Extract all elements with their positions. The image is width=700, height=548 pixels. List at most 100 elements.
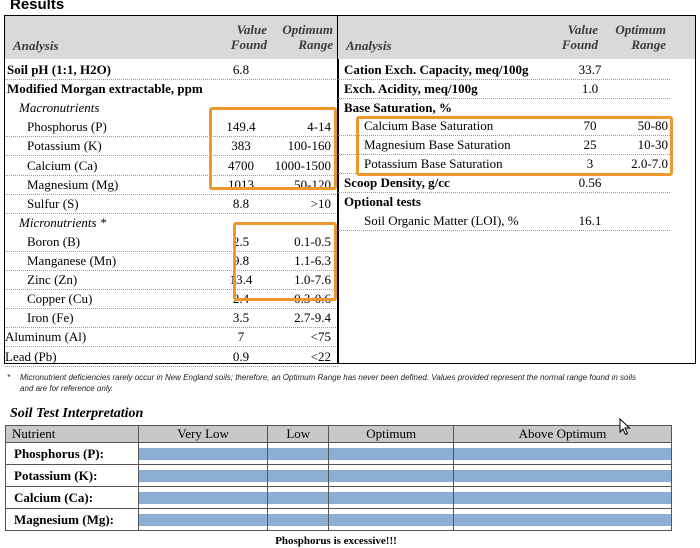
nutrient-label: Magnesium (Mg): (5, 508, 139, 531)
row-optimum-range: 2.7-9.4 (294, 310, 331, 326)
level-bar (329, 469, 454, 482)
left-row-micronutrients: Micronutrients * (5, 213, 338, 232)
row-label: Optional tests (344, 194, 421, 209)
left-row-manganese-mn: Manganese (Mn) 9.8 1.1-6.3 (5, 251, 338, 271)
row-optimum-range: 100-160 (287, 138, 331, 154)
level-bar (268, 513, 329, 526)
right-results-panel: Analysis Value Found Optimum Range Catio… (337, 15, 696, 364)
left-row-aluminum-al: Aluminum (Al) 7 <75 (5, 327, 338, 348)
level-cell (328, 442, 455, 465)
level-cell (267, 464, 330, 487)
row-optimum-range: 50-80 (637, 118, 668, 133)
results-title: Results (10, 0, 65, 13)
row-label: Calcium Base Saturation (364, 118, 494, 133)
level-cell (267, 508, 330, 531)
level-cell (328, 486, 455, 509)
right-row-magnesium-base-saturation: Magnesium Base Saturation 25 10-30 (338, 135, 670, 155)
left-row-calcium-ca: Calcium (Ca) 4700 1000-1500 (5, 156, 338, 176)
left-row-lead-pb: Lead (Pb) 0.9 <22 (5, 347, 338, 367)
level-bar (268, 447, 329, 460)
row-label: Copper (Cu) (27, 291, 93, 307)
right-row-exch-acidity-meq-100g: Exch. Acidity, meq/100g 1.0 (338, 79, 670, 99)
row-optimum-range: 10-30 (637, 137, 668, 152)
level-bar (454, 447, 671, 460)
row-label: Base Saturation, % (344, 100, 452, 115)
row-label: Exch. Acidity, meq/100g (344, 81, 478, 96)
col-nutrient: Nutrient (5, 425, 139, 443)
row-value: 8.8 (232, 195, 250, 211)
row-value: 383 (231, 138, 251, 154)
level-cell (137, 508, 269, 531)
col-optimum: Optimum (328, 425, 455, 443)
interpretation-row-magnesium-mg: Magnesium (Mg): (5, 508, 672, 531)
row-optimum-range: 0.1-0.5 (294, 233, 331, 249)
level-bar (139, 469, 268, 482)
level-bar (329, 513, 454, 526)
row-value: 1.0 (581, 81, 599, 96)
row-optimum-range: 1.0-7.6 (294, 272, 331, 288)
row-label: Magnesium (Mg) (27, 176, 119, 192)
row-value: 0.9 (232, 348, 250, 364)
row-value: 25 (583, 137, 597, 152)
macronutrient-highlight-box (209, 107, 337, 190)
col-low: Low (267, 425, 330, 443)
level-cell (137, 464, 269, 487)
level-cell (453, 508, 672, 531)
mouse-cursor-icon (619, 418, 631, 436)
interpretation-rows: Phosphorus (P): Potassium (K): Calcium (Ca… (5, 442, 672, 531)
level-bar (329, 491, 454, 504)
row-optimum-range: 4-14 (307, 119, 331, 135)
header-value-found: Value Found (230, 22, 267, 52)
nutrient-label: Phosphorus (P): (5, 442, 139, 465)
row-optimum-range: <22 (310, 348, 331, 364)
level-bar (139, 491, 268, 504)
level-cell (328, 464, 455, 487)
level-cell (453, 486, 672, 509)
row-value: 0.56 (578, 175, 602, 190)
header-optimum-range: Optimum Range (282, 22, 333, 52)
header-analysis: Analysis (346, 38, 392, 53)
row-value: 9.8 (232, 253, 250, 268)
row-optimum-range: 1.1-6.3 (294, 253, 331, 268)
row-value: 70 (583, 118, 597, 133)
level-cell (453, 464, 672, 487)
nutrient-label: Potassium (K): (5, 464, 139, 487)
row-optimum-range: <75 (310, 329, 331, 345)
level-cell (267, 486, 330, 509)
row-value: 4700 (228, 157, 254, 173)
row-label: Modified Morgan extractable, ppm (7, 81, 203, 97)
left-table-header: Analysis Value Found Optimum Range (5, 16, 338, 59)
interpretation-table: Nutrient Very Low Low Optimum Above Opti… (5, 425, 672, 531)
interpretation-message: Phosphorus is excessive!!! (275, 535, 397, 547)
row-label: Soil Organic Matter (LOI), % (364, 213, 519, 228)
col-very-low: Very Low (137, 425, 269, 443)
row-label: Zinc (Zn) (27, 272, 78, 288)
row-optimum-range: >10 (310, 195, 331, 211)
left-results-panel: Analysis Value Found Optimum Range Soil … (4, 15, 339, 367)
row-label: Manganese (Mn) (27, 253, 117, 268)
level-cell (267, 442, 330, 465)
left-row-modified-morgan-extractable-ppm: Modified Morgan extractable, ppm (5, 79, 338, 98)
right-row-calcium-base-saturation: Calcium Base Saturation 70 50-80 (338, 116, 670, 136)
left-row-macronutrients: Macronutrients (5, 98, 338, 117)
right-row-soil-organic-matter-loi: Soil Organic Matter (LOI), % 16.1 (338, 211, 670, 231)
left-row-copper-cu: Copper (Cu) 2.4 0.3-0.6 (5, 289, 338, 310)
right-row-cation-exch-capacity-meq-100g: Cation Exch. Capacity, meq/100g 33.7 (338, 60, 670, 80)
row-label: Calcium (Ca) (27, 157, 98, 173)
level-cell (328, 508, 455, 531)
level-bar (268, 469, 329, 482)
interpretation-row-phosphorus-p: Phosphorus (P): (5, 442, 672, 465)
left-row-sulfur-s: Sulfur (S) 8.8 >10 (5, 194, 338, 214)
level-bar (329, 447, 454, 460)
right-row-scoop-density-g-cc: Scoop Density, g/cc 0.56 (338, 173, 670, 193)
right-table-header: Analysis Value Found Optimum Range (338, 16, 695, 59)
level-cell (453, 442, 672, 465)
interpretation-row-potassium-k: Potassium (K): (5, 464, 672, 487)
level-cell (137, 486, 269, 509)
row-optimum-range: 1000-1500 (274, 157, 331, 173)
row-value: 3 (586, 156, 594, 171)
row-label: Magnesium Base Saturation (364, 137, 511, 152)
row-label: Cation Exch. Capacity, meq/100g (344, 62, 529, 77)
row-label: Soil pH (1:1, H2O) (7, 62, 112, 77)
row-value: 2.5 (232, 233, 250, 249)
